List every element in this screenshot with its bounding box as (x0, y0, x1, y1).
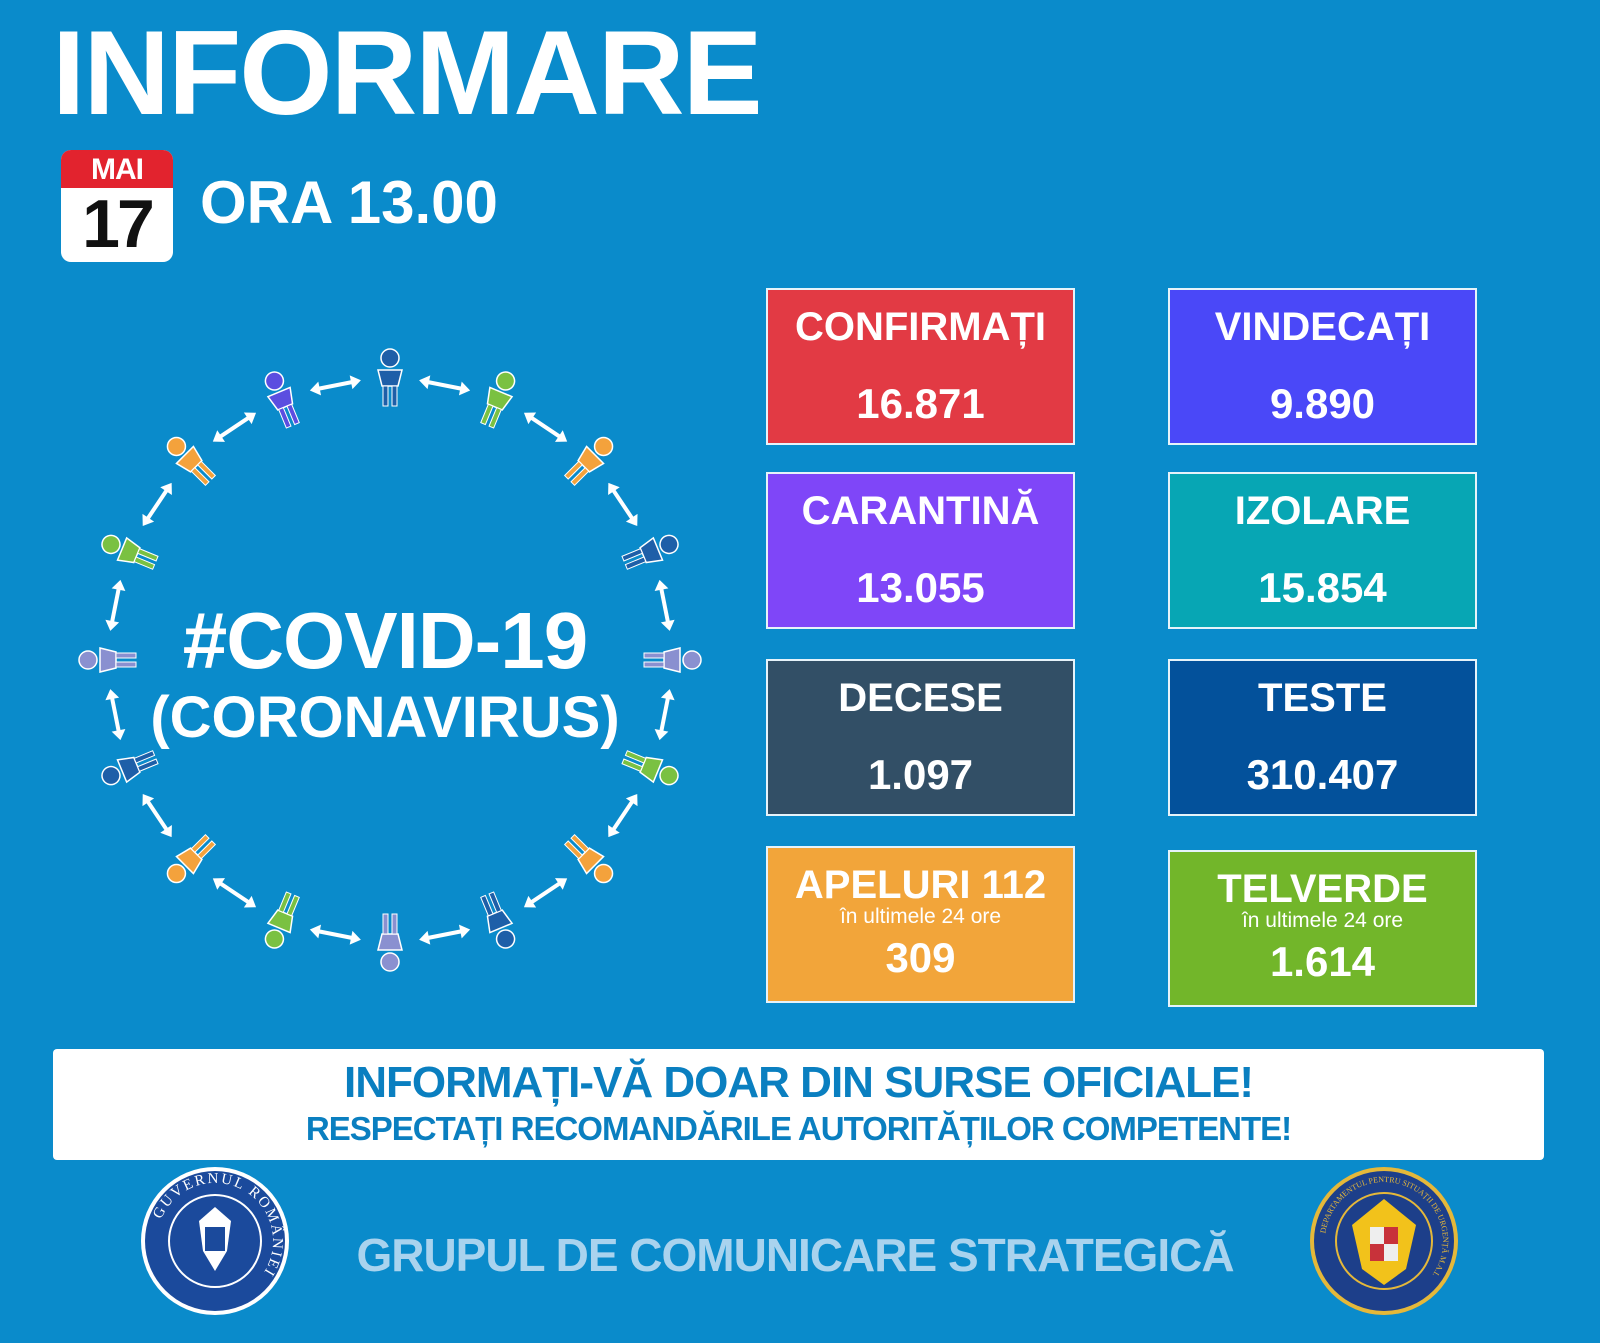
double-arrow-icon (212, 412, 257, 442)
double-arrow-icon (142, 482, 172, 527)
person-icon (563, 833, 614, 884)
calendar-month: MAI (61, 150, 173, 188)
double-arrow-icon (105, 689, 126, 741)
person-icon (264, 371, 300, 429)
stat-teste: TESTE 310.407 (1168, 659, 1477, 816)
stat-value: 1.097 (867, 751, 974, 798)
stat-value: 13.055 (856, 564, 985, 611)
stat-label: VINDECAȚI (1214, 305, 1431, 349)
double-arrow-icon (142, 793, 172, 838)
person-icon (166, 436, 217, 487)
stat-label: DECESE (838, 676, 1003, 720)
double-arrow-icon (654, 689, 675, 741)
stat-label: TESTE (1258, 676, 1387, 720)
person-icon (166, 833, 217, 884)
dsu-logo: DEPARTAMENTUL PENTRU SITUAȚII DE URGENȚĂ… (1310, 1167, 1458, 1315)
stat-value: 1.614 (1269, 938, 1376, 985)
double-arrow-icon (654, 579, 675, 631)
stat-label: CARANTINĂ (801, 489, 1040, 533)
stat-label: CONFIRMAȚI (794, 305, 1047, 349)
stat-label: IZOLARE (1234, 489, 1411, 533)
person-icon (563, 436, 614, 487)
page-title: INFORMARE (52, 6, 763, 140)
person-icon (101, 534, 159, 570)
stat-value: 310.407 (1246, 751, 1399, 798)
stat-izolare: IZOLARE 15.854 (1168, 472, 1477, 629)
stat-label: TELVERDE (1217, 867, 1428, 911)
footer-text: GRUPUL DE COMUNICARE STRATEGICĂ (356, 1229, 1234, 1281)
double-arrow-icon (212, 878, 257, 908)
time-label: ORA 13.00 (200, 169, 498, 236)
person-icon (621, 750, 679, 786)
banner-line-1: INFORMAȚI-VĂ DOAR DIN SURSE OFICIALE! (344, 1058, 1254, 1107)
stat-apeluri-112: APELURI 112 în ultimele 24 ore 309 (766, 846, 1075, 1003)
stat-value: 9.890 (1269, 380, 1376, 427)
stat-value: 16.871 (856, 380, 985, 427)
stat-decese: DECESE 1.097 (766, 659, 1075, 816)
stat-sublabel: în ultimele 24 ore (1241, 909, 1404, 932)
double-arrow-icon (309, 924, 361, 945)
official-sources-banner: INFORMAȚI-VĂ DOAR DIN SURSE OFICIALE! RE… (53, 1049, 1544, 1160)
person-icon (377, 913, 403, 972)
person-icon (480, 371, 516, 429)
stat-sublabel: în ultimele 24 ore (839, 905, 1002, 928)
banner-line-2: RESPECTAȚI RECOMANDĂRILE AUTORITĂȚILOR C… (305, 1110, 1292, 1147)
stat-label: APELURI 112 (794, 863, 1047, 907)
guvernul-romaniei-logo: GUVERNUL ROMÂNIEI (141, 1167, 289, 1315)
covid-hashtag: #COVID-19 (182, 596, 588, 685)
double-arrow-icon (309, 375, 361, 396)
stat-carantina: CARANTINĂ 13.055 (766, 472, 1075, 629)
stat-value: 309 (885, 934, 956, 981)
double-arrow-icon (523, 412, 568, 442)
double-arrow-icon (608, 482, 638, 527)
calendar-icon: MAI 17 (61, 150, 173, 262)
person-icon (480, 891, 516, 949)
person-icon (643, 647, 702, 673)
stat-telverde: TELVERDE în ultimele 24 ore 1.614 (1168, 850, 1477, 1007)
calendar-day: 17 (82, 186, 155, 262)
person-icon (377, 348, 403, 407)
double-arrow-icon (608, 793, 638, 838)
stat-confirmati: CONFIRMAȚI 16.871 (766, 288, 1075, 445)
double-arrow-icon (419, 924, 471, 945)
double-arrow-icon (523, 878, 568, 908)
person-icon (78, 647, 137, 673)
person-icon (621, 534, 679, 570)
people-ring-graphic (78, 348, 702, 972)
stat-vindecati: VINDECAȚI 9.890 (1168, 288, 1477, 445)
stat-value: 15.854 (1258, 564, 1387, 611)
double-arrow-icon (419, 375, 471, 396)
double-arrow-icon (105, 579, 126, 631)
person-icon (101, 750, 159, 786)
person-icon (264, 891, 300, 949)
coronavirus-subtitle: (CORONAVIRUS) (150, 685, 620, 750)
